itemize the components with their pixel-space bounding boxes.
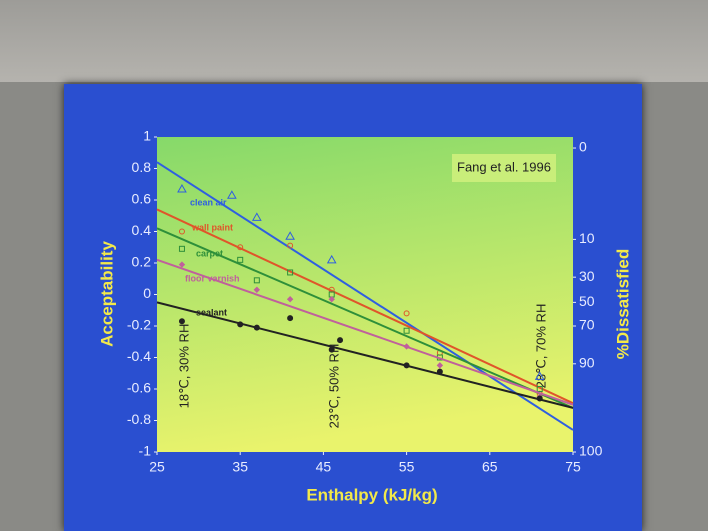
y2-tick-label: 0 — [579, 139, 587, 155]
ceiling — [0, 0, 708, 82]
series-label: wall paint — [191, 222, 233, 232]
point — [285, 231, 295, 240]
y-axis-title: Acceptability — [97, 241, 116, 347]
point — [536, 386, 543, 392]
y2-tick-label: 100 — [579, 443, 603, 459]
point — [177, 183, 187, 193]
series-label: sealant — [196, 307, 227, 317]
point — [326, 254, 337, 264]
point — [251, 212, 262, 221]
y-tick-label: 0.6 — [132, 191, 152, 207]
point — [178, 228, 185, 235]
y2-tick-label: 50 — [579, 293, 595, 309]
y2-axis-title: %Dissatisfied — [613, 249, 632, 360]
x-axis-title: Enthalpy (kJ/kg) — [306, 485, 437, 504]
y2-tick-label: 10 — [579, 230, 595, 246]
point — [403, 362, 410, 369]
point — [253, 286, 261, 293]
y-tick-label: 0 — [143, 285, 151, 301]
fit-line — [156, 258, 574, 406]
y-tick-label: -0.8 — [127, 411, 151, 427]
point — [253, 324, 260, 331]
plot-area — [157, 137, 573, 452]
point — [178, 245, 185, 252]
x-tick-label: 75 — [565, 459, 581, 475]
point — [536, 395, 543, 402]
y-tick-label: 0.2 — [132, 254, 152, 270]
point — [178, 318, 185, 325]
series-label: clean air — [190, 197, 227, 207]
point — [287, 269, 294, 276]
y-tick-label: -0.4 — [127, 348, 151, 364]
citation: Fang et al. 1996 — [457, 159, 551, 174]
point — [253, 277, 260, 284]
x-tick-label: 25 — [149, 459, 165, 475]
x-tick-label: 65 — [482, 459, 498, 475]
y-tick-label: -0.2 — [127, 317, 151, 333]
y2-tick-label: 90 — [579, 355, 595, 371]
y-tick-label: -1 — [139, 443, 152, 459]
series-label: carpet — [196, 248, 223, 258]
condition-label: 23℃, 50% RH — [326, 344, 341, 429]
x-tick-label: 35 — [232, 459, 248, 475]
point — [328, 346, 335, 353]
y2-tick-label: 70 — [579, 317, 595, 333]
condition-label: 18℃, 30% RH — [176, 324, 191, 409]
point — [534, 371, 545, 380]
x-tick-label: 55 — [399, 459, 415, 475]
y-tick-label: -0.6 — [127, 380, 151, 396]
y-tick-label: 0.4 — [132, 222, 152, 238]
point — [287, 315, 294, 322]
point — [237, 256, 244, 263]
point — [286, 296, 294, 303]
y-tick-label: 1 — [143, 128, 151, 144]
point — [337, 337, 344, 344]
point — [403, 310, 410, 317]
point — [237, 244, 244, 251]
point — [178, 261, 186, 268]
point — [403, 343, 410, 350]
fit-line — [156, 227, 574, 409]
point — [436, 368, 443, 375]
y-tick-label: 0.8 — [132, 159, 152, 175]
fit-line — [156, 301, 574, 409]
point — [287, 242, 294, 249]
point — [403, 327, 410, 334]
point — [237, 321, 244, 328]
series-label: floor varnish — [185, 273, 240, 283]
citation-box — [452, 154, 556, 182]
condition-label: 28℃, 70% RH — [533, 304, 548, 389]
fit-line — [156, 161, 574, 431]
point — [436, 362, 444, 369]
x-tick-label: 45 — [316, 459, 332, 475]
fit-line — [156, 208, 574, 405]
point — [328, 296, 335, 303]
y2-tick-label: 30 — [579, 268, 595, 284]
point — [227, 190, 237, 199]
